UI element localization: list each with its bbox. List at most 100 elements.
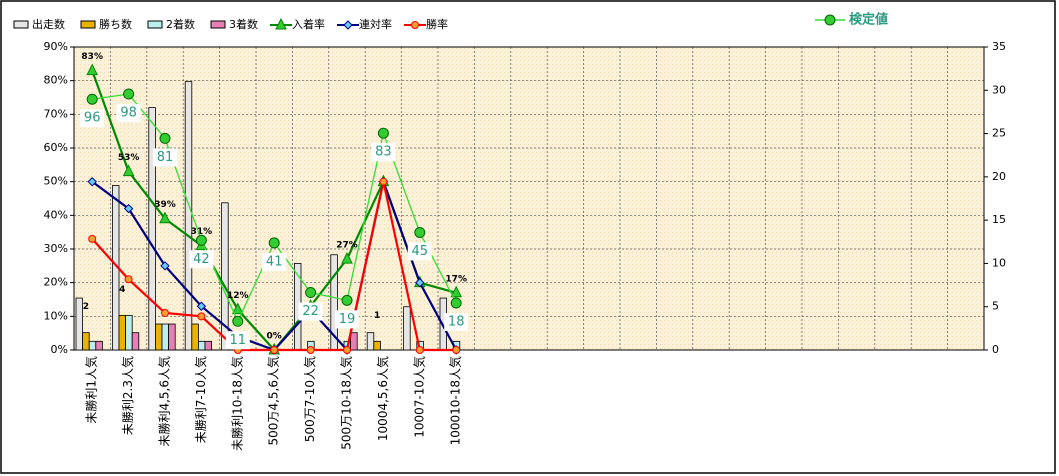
value-label-box — [262, 252, 287, 271]
value-label-box — [371, 143, 396, 162]
point — [87, 176, 97, 187]
value-label: 53% — [118, 153, 140, 163]
point — [414, 226, 426, 238]
point — [86, 63, 99, 76]
point — [379, 177, 388, 186]
value-label: 11 — [230, 333, 247, 348]
point — [159, 132, 171, 144]
bar-label: 2 — [83, 302, 89, 312]
point — [160, 261, 170, 271]
x-tick-label: 500万7-10人気 — [302, 356, 317, 442]
bar — [82, 332, 90, 351]
legend-label: 入着率 — [292, 17, 325, 31]
value-label-box — [225, 331, 250, 350]
x-tick-label: 未勝利4,5,6人気 — [157, 356, 172, 447]
bar — [154, 323, 163, 351]
point — [415, 346, 424, 354]
value-label: 45 — [412, 244, 429, 259]
plot-border — [73, 46, 985, 351]
value-label: 18 — [448, 314, 465, 329]
bar — [118, 314, 126, 351]
value-label: 98 — [120, 106, 137, 121]
bar — [148, 107, 156, 351]
value-label: 83% — [81, 52, 103, 62]
value-label: 22 — [302, 304, 319, 319]
bar — [95, 340, 103, 351]
legend-marker — [411, 21, 419, 29]
value-label-box — [189, 250, 214, 269]
legend-swatch — [13, 20, 29, 29]
bar-label: 1 — [374, 311, 380, 321]
point — [452, 346, 461, 354]
y-tick-label: 90% — [44, 40, 68, 53]
bar — [161, 323, 169, 351]
legend-marker — [343, 20, 353, 30]
y2-tick-label: 30 — [992, 83, 1006, 96]
bar — [350, 332, 358, 351]
legend-swatch — [147, 20, 163, 29]
bar — [221, 202, 229, 351]
value-label: 41 — [266, 254, 283, 269]
value-label-box — [153, 148, 177, 167]
bar — [403, 306, 411, 351]
y2-tick-label: 15 — [992, 213, 1006, 226]
point — [231, 302, 244, 315]
point — [88, 234, 97, 243]
bar — [366, 332, 375, 351]
value-label-box — [80, 109, 105, 128]
y-tick-label: 20% — [44, 276, 68, 289]
point — [341, 251, 353, 264]
x-tick-label: 100010-18人気 — [448, 356, 463, 445]
bar — [88, 340, 97, 351]
y2-tick-label: 10 — [992, 256, 1006, 269]
bar — [197, 340, 206, 351]
x-tick-label: 10007-10人気 — [411, 356, 426, 438]
point — [305, 287, 317, 299]
y-tick-label: 60% — [44, 141, 68, 154]
point — [159, 211, 171, 224]
point — [161, 308, 169, 317]
x-tick-label: 未勝利10-18人気 — [229, 356, 244, 451]
point — [124, 275, 133, 284]
legend-label: 連対率 — [359, 17, 392, 31]
point — [86, 93, 98, 105]
point — [270, 346, 279, 354]
point — [450, 285, 463, 298]
bar-label: 4 — [119, 285, 125, 295]
value-label: 96 — [84, 111, 101, 126]
legend-marker — [824, 14, 836, 26]
point — [377, 127, 389, 139]
bar — [184, 81, 193, 351]
legend-label: 3着数 — [229, 17, 258, 31]
point — [195, 234, 207, 246]
x-tick-label: 10004,5,6人気 — [375, 356, 390, 441]
value-label: 42 — [193, 252, 210, 267]
y-tick-label: 10% — [44, 309, 68, 322]
value-label-box — [407, 242, 432, 261]
y2-tick-label: 25 — [992, 127, 1006, 140]
point — [268, 237, 280, 249]
plot-area — [73, 46, 985, 351]
point — [306, 346, 315, 354]
bar — [131, 332, 140, 351]
value-label: 0% — [267, 332, 282, 342]
value-label: 83 — [375, 145, 392, 160]
point — [341, 294, 353, 306]
point — [343, 346, 351, 354]
y2-tick-label: 0 — [992, 343, 999, 356]
point — [415, 277, 425, 288]
legend-label: 2着数 — [166, 17, 195, 31]
point — [450, 297, 462, 309]
y2-tick-label: 35 — [992, 40, 1006, 53]
point — [123, 203, 134, 214]
point — [232, 315, 244, 327]
legend-swatch — [210, 20, 226, 29]
x-tick-label: 500万10-18人気 — [339, 356, 354, 450]
y-tick-label: 70% — [44, 107, 68, 120]
legend-marker — [275, 17, 287, 30]
bar — [75, 297, 83, 351]
point — [197, 312, 206, 321]
value-label-box — [444, 312, 469, 331]
x-tick-label: 未勝利1人気 — [84, 356, 99, 424]
